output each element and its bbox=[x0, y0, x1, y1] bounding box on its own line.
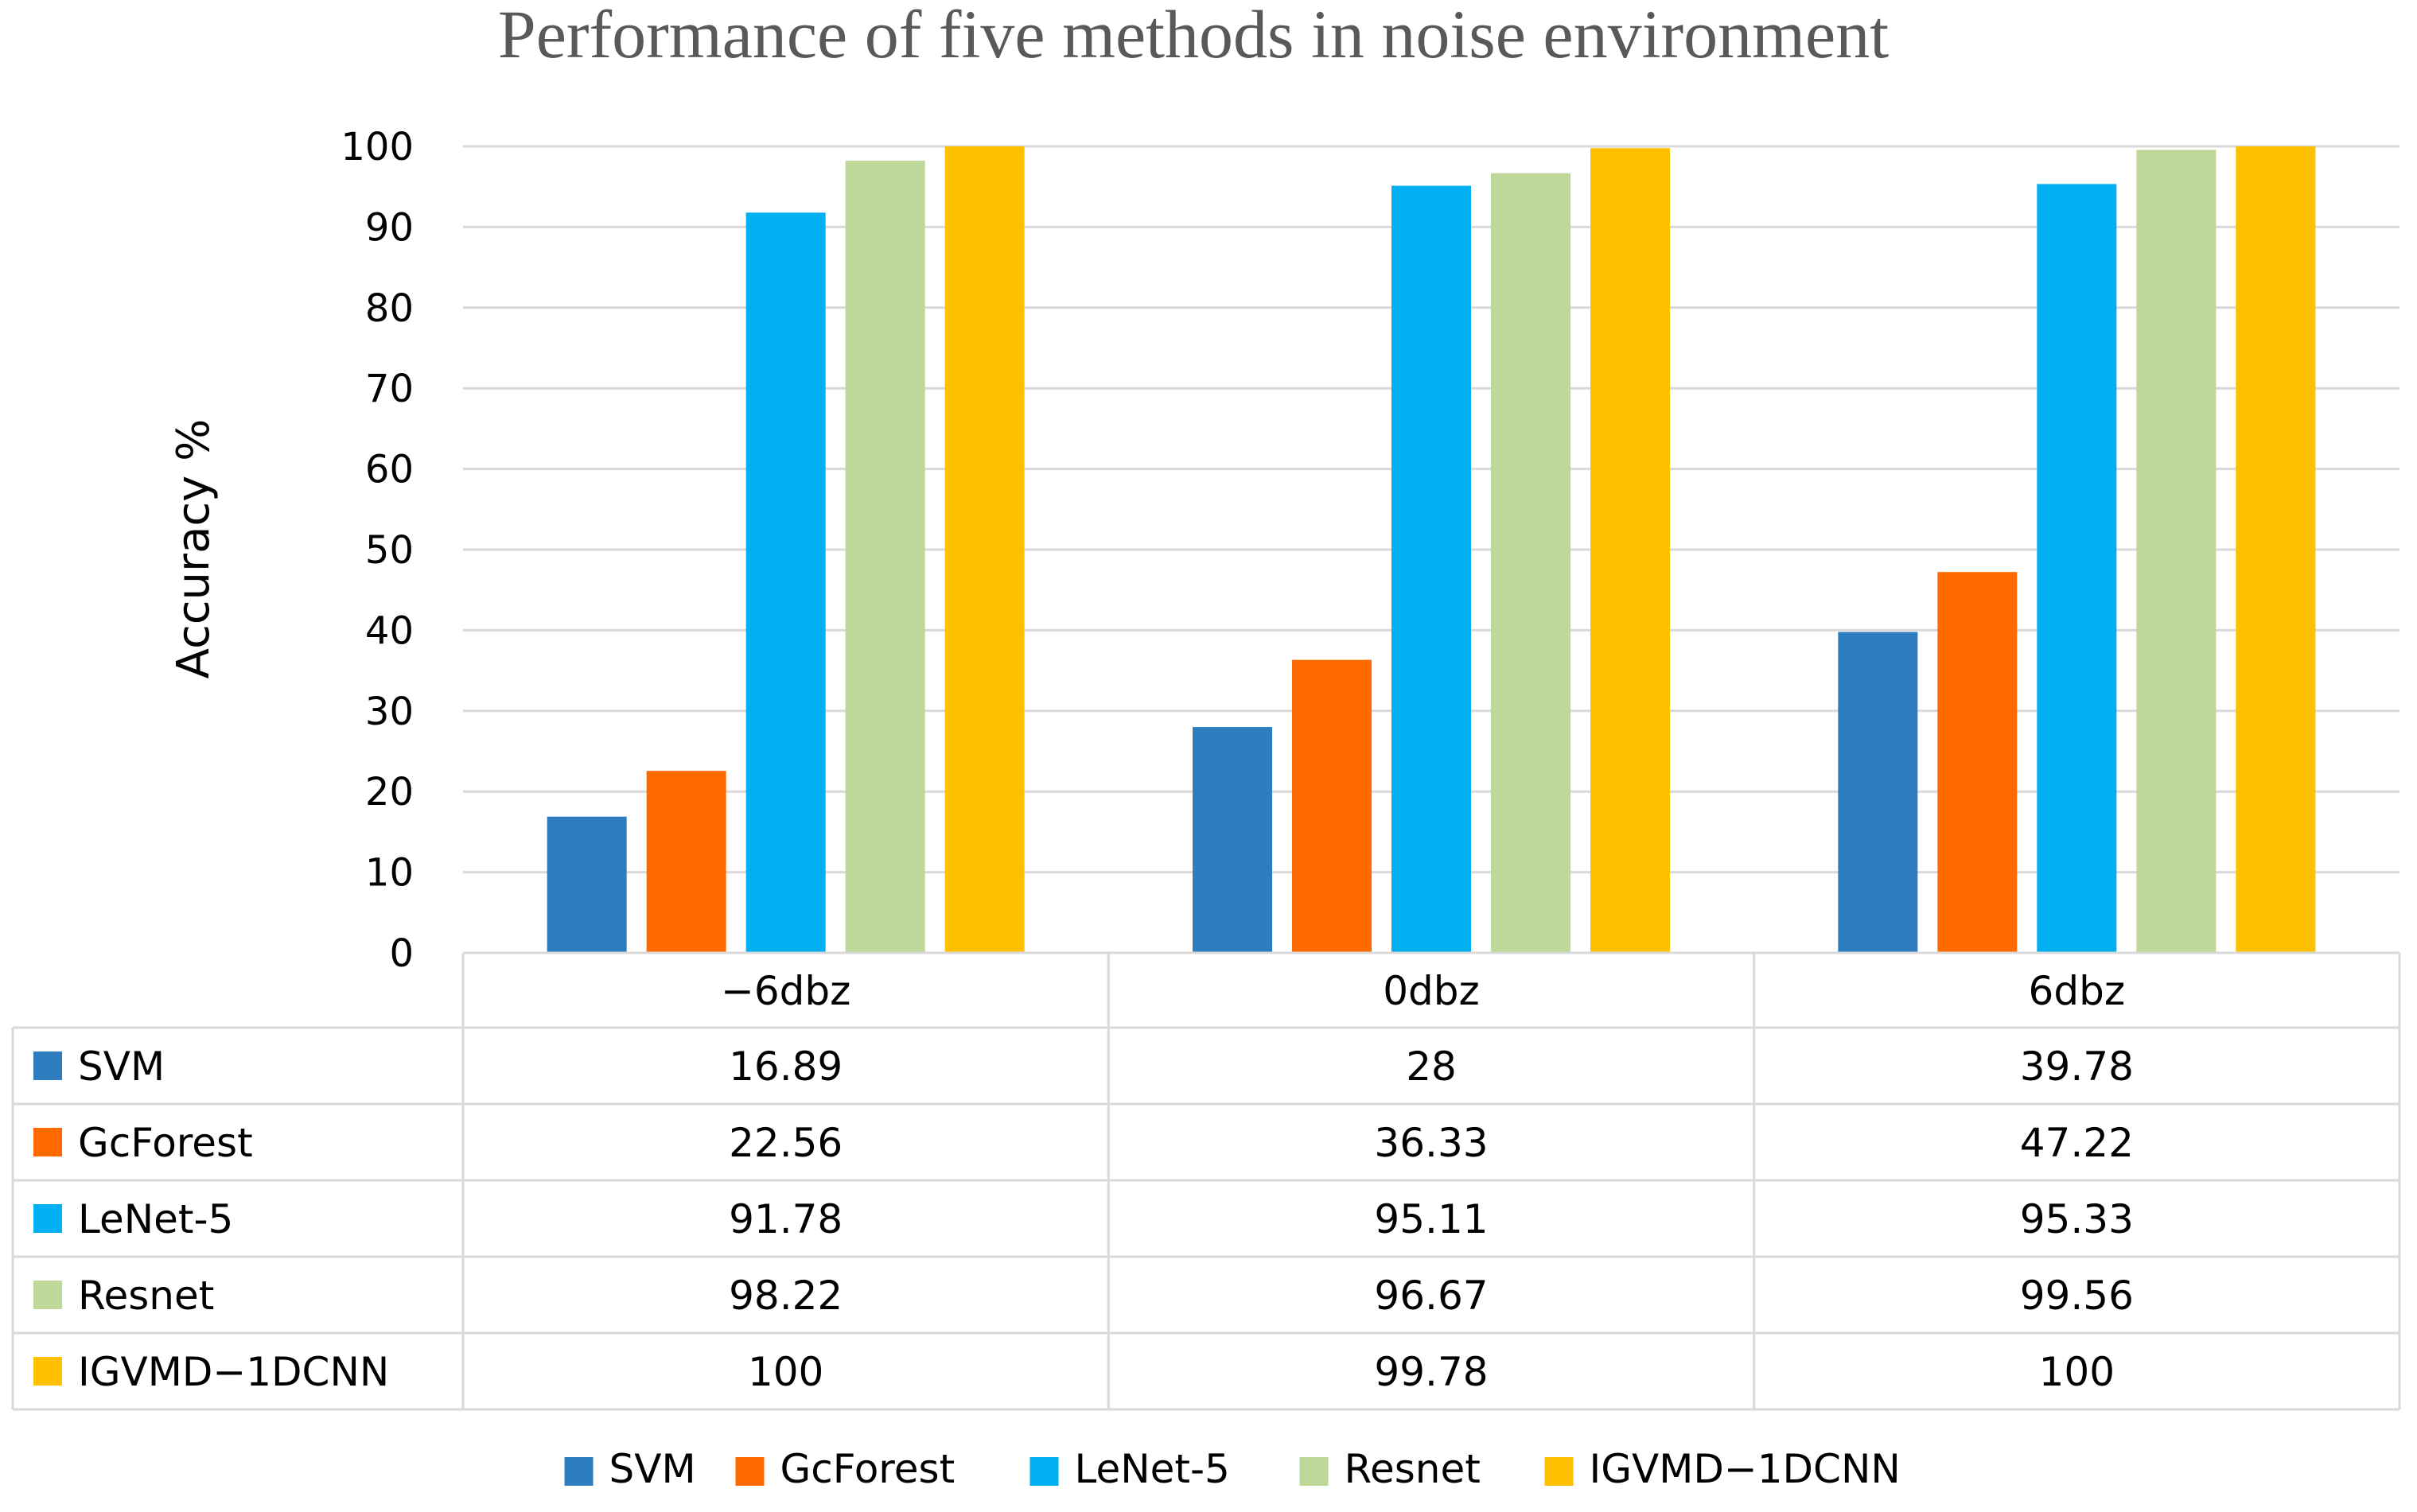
table-cell-value: 95.11 bbox=[1374, 1196, 1488, 1242]
y-tick-label: 80 bbox=[365, 286, 414, 331]
table-legend-key bbox=[33, 1128, 62, 1156]
bar-gcforest bbox=[1292, 659, 1372, 953]
y-tick-label: 60 bbox=[365, 448, 414, 492]
table-legend-key bbox=[33, 1051, 62, 1080]
table-row-label: IGVMD−1DCNN bbox=[78, 1349, 389, 1395]
y-tick-label: 70 bbox=[365, 367, 414, 411]
x-category-label: 6dbz bbox=[2029, 968, 2126, 1014]
table-row-label: SVM bbox=[78, 1044, 165, 1090]
table-cell-value: 22.56 bbox=[729, 1120, 843, 1166]
table-cell-value: 98.22 bbox=[729, 1273, 843, 1319]
y-tick-label: 10 bbox=[365, 851, 414, 896]
table-cell-value: 39.78 bbox=[2020, 1044, 2134, 1090]
table-cell-value: 36.33 bbox=[1374, 1120, 1488, 1166]
bar-lenet-5 bbox=[745, 212, 826, 953]
table-cell-value: 96.67 bbox=[1374, 1273, 1488, 1319]
legend-entry: SVM bbox=[609, 1446, 696, 1492]
legend-swatch bbox=[564, 1457, 594, 1486]
table-cell-value: 28 bbox=[1406, 1044, 1457, 1090]
bars bbox=[547, 146, 2316, 953]
table-legend-key bbox=[33, 1281, 62, 1309]
table-cell-value: 47.22 bbox=[2020, 1120, 2134, 1166]
legend-swatch bbox=[1544, 1457, 1574, 1486]
table-cell-value: 100 bbox=[748, 1349, 823, 1395]
y-tick-label: 20 bbox=[365, 770, 414, 814]
x-category-label: −6dbz bbox=[721, 968, 850, 1014]
bar-igvmd-1dcnn bbox=[944, 146, 1025, 953]
bar-resnet bbox=[845, 161, 925, 953]
bar-resnet bbox=[2136, 150, 2217, 953]
x-category-label: 0dbz bbox=[1383, 968, 1480, 1014]
bar-svm bbox=[1838, 632, 1918, 953]
legend-swatch bbox=[1299, 1457, 1329, 1486]
table-cell-value: 100 bbox=[2039, 1349, 2115, 1395]
bar-resnet bbox=[1491, 173, 1570, 953]
legend-entry: GcForest bbox=[780, 1446, 956, 1492]
table-cell-value: 95.33 bbox=[2020, 1196, 2134, 1242]
bar-lenet-5 bbox=[1391, 185, 1471, 953]
bar-gcforest bbox=[1937, 572, 2018, 953]
table-legend-key bbox=[33, 1204, 62, 1233]
legend-entry: IGVMD−1DCNN bbox=[1590, 1446, 1901, 1492]
y-tick-label: 40 bbox=[365, 608, 414, 653]
y-tick-labels: 0 10 20 30 40 50 60 70 80 90 100 bbox=[341, 125, 414, 976]
table-cell-value: 99.78 bbox=[1374, 1349, 1488, 1395]
legend: SVM GcForest LeNet-5 Resnet IGVMD−1DCNN bbox=[564, 1446, 1901, 1492]
bar-igvmd-1dcnn bbox=[2236, 146, 2316, 953]
table-row-label: LeNet-5 bbox=[78, 1196, 233, 1242]
data-table: −6dbz 0dbz 6dbz SVM 16.89 28 39.78 GcForest 22.5… bbox=[11, 951, 2401, 1411]
bar-svm bbox=[1193, 727, 1272, 953]
table-row-label: GcForest bbox=[78, 1120, 253, 1166]
bar-svm bbox=[547, 816, 627, 953]
y-axis-label: Accuracy % bbox=[168, 419, 220, 679]
y-tick-label: 90 bbox=[365, 205, 414, 250]
bar-gcforest bbox=[646, 771, 726, 953]
bar-igvmd-1dcnn bbox=[1590, 148, 1670, 953]
y-tick-label: 0 bbox=[389, 931, 414, 976]
legend-entry: LeNet-5 bbox=[1075, 1446, 1230, 1492]
table-cell-value: 99.56 bbox=[2020, 1273, 2134, 1319]
table-cell-value: 91.78 bbox=[729, 1196, 843, 1242]
legend-swatch bbox=[735, 1457, 765, 1486]
bar-lenet-5 bbox=[2037, 184, 2117, 953]
y-tick-label: 100 bbox=[341, 125, 414, 169]
legend-entry: Resnet bbox=[1345, 1446, 1481, 1492]
table-row-label: Resnet bbox=[78, 1273, 214, 1319]
y-tick-label: 50 bbox=[365, 528, 414, 573]
chart-title: Performance of five methods in noise env… bbox=[498, 0, 1889, 72]
y-tick-label: 30 bbox=[365, 690, 414, 734]
table-cell-value: 16.89 bbox=[729, 1044, 843, 1090]
table-legend-key bbox=[33, 1357, 62, 1386]
legend-swatch bbox=[1029, 1457, 1059, 1486]
